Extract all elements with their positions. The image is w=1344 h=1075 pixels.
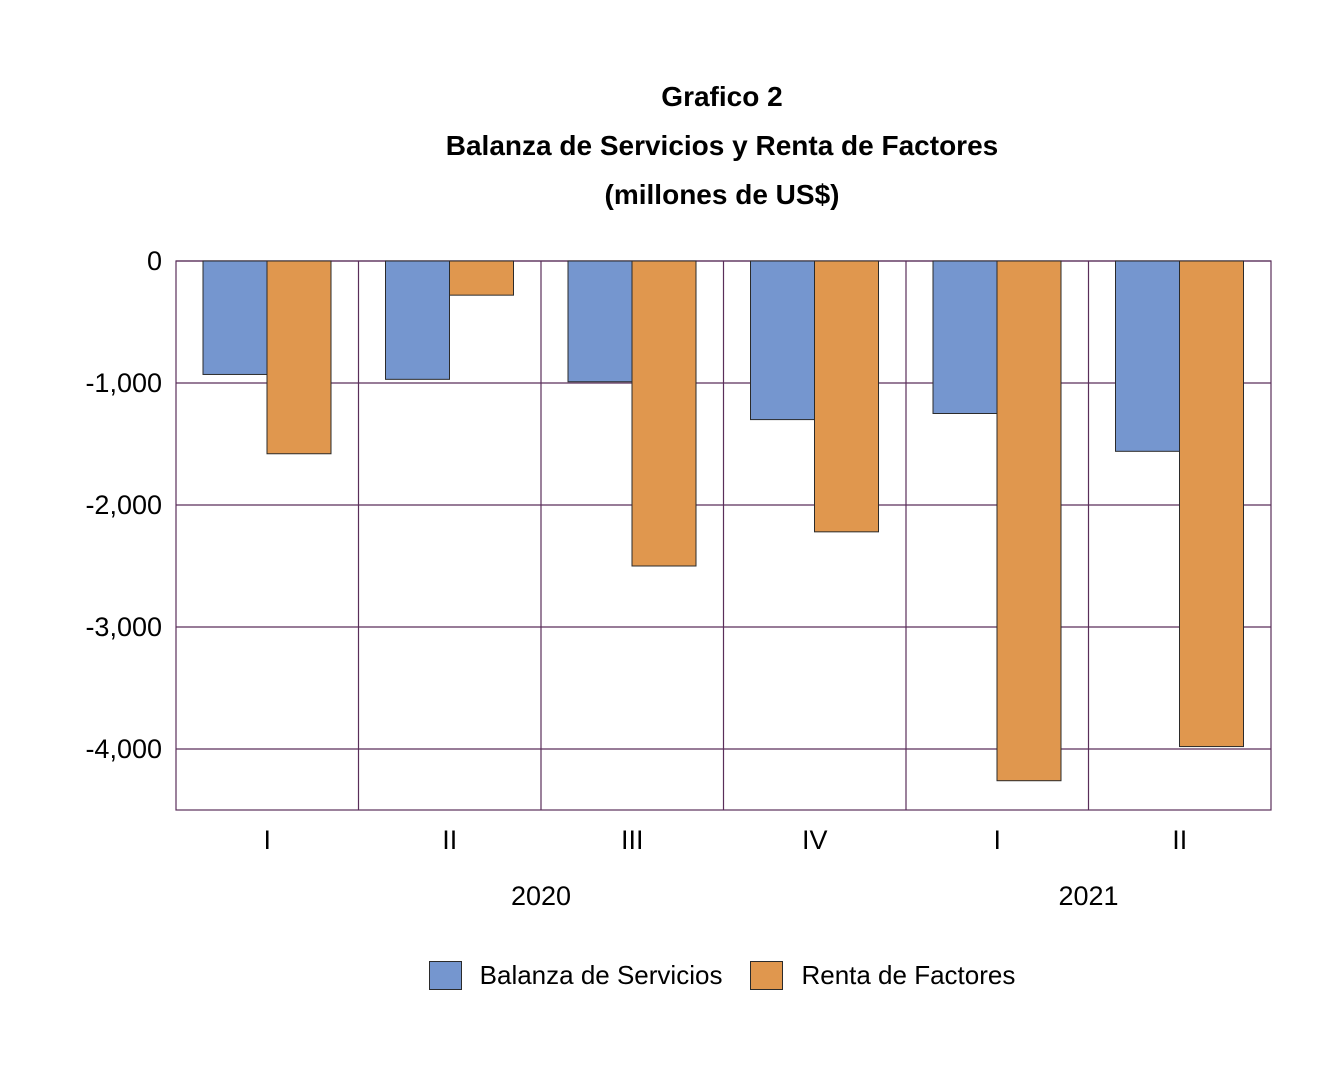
- chart-unit-label: (millones de US$): [604, 179, 840, 210]
- y-tick-label: -2,000: [85, 490, 162, 520]
- x-tick-label: I: [263, 825, 271, 855]
- chart-legend: Balanza de Servicios Renta de Factores: [0, 960, 1344, 991]
- bar-balanza-3: [750, 260, 815, 421]
- legend-swatch-balanza: [428, 961, 462, 990]
- bar-balanza-0: [202, 260, 268, 375]
- chart-title: Grafico 2: [661, 81, 783, 112]
- x-tick-label: II: [442, 825, 457, 855]
- chart-title-block: Grafico 2 Balanza de Servicios y Renta d…: [0, 72, 1344, 219]
- bar-renta-2: [631, 260, 697, 567]
- bar-balanza-4: [932, 260, 998, 414]
- legend-swatch-renta: [750, 961, 784, 990]
- x-tick-label: IV: [802, 825, 828, 855]
- bar-balanza-2: [567, 260, 633, 383]
- bar-balanza-1: [385, 260, 450, 380]
- x-tick-label: III: [621, 825, 644, 855]
- bar-balanza-5: [1115, 260, 1180, 452]
- year-label: 2020: [511, 881, 571, 911]
- x-tick-label: II: [1172, 825, 1187, 855]
- y-tick-label: -3,000: [85, 612, 162, 642]
- legend-item-balanza: Balanza de Servicios: [428, 960, 723, 991]
- y-tick-label: -1,000: [85, 368, 162, 398]
- bar-renta-1: [449, 260, 514, 296]
- legend-label-renta: Renta de Factores: [801, 960, 1016, 990]
- bar-renta-0: [266, 260, 332, 455]
- bar-renta-4: [996, 260, 1062, 782]
- plot-border: [175, 260, 1272, 811]
- bar-renta-3: [814, 260, 879, 533]
- legend-item-renta: Renta de Factores: [750, 960, 1015, 991]
- x-tick-label: I: [993, 825, 1001, 855]
- bar-renta-5: [1179, 260, 1244, 748]
- y-tick-label: 0: [147, 246, 162, 276]
- legend-label-balanza: Balanza de Servicios: [479, 960, 723, 990]
- chart-subtitle: Balanza de Servicios y Renta de Factores: [445, 130, 999, 161]
- year-label: 2021: [1058, 881, 1118, 911]
- y-tick-label: -4,000: [85, 734, 162, 764]
